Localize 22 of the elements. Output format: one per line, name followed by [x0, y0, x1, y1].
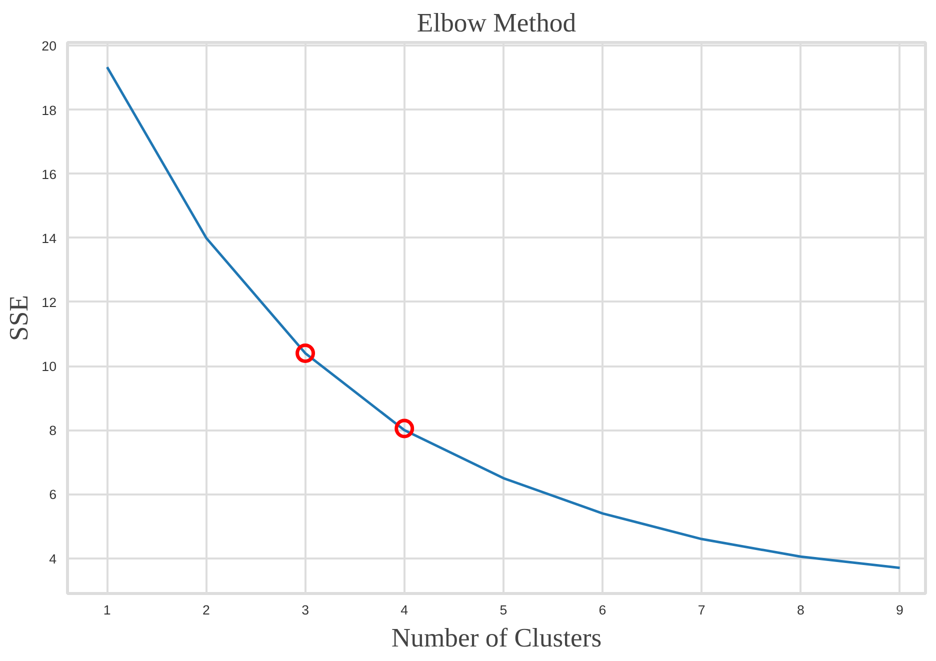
x-tick-label: 8: [796, 602, 804, 618]
x-tick-label: 5: [500, 602, 508, 618]
x-tick-label: 6: [598, 602, 606, 618]
y-tick-label: 12: [42, 294, 57, 310]
y-tick-label: 6: [49, 487, 57, 502]
x-tick-label: 2: [202, 602, 210, 618]
x-tick-label: 7: [698, 602, 706, 618]
x-tick-label: 9: [896, 602, 904, 618]
chart-title: Elbow Method: [416, 8, 576, 38]
y-tick-label: 10: [42, 359, 57, 374]
y-tick-label: 8: [49, 423, 57, 438]
line-series: [106, 66, 901, 570]
y-tick-label: 18: [42, 102, 57, 118]
y-tick-label: 16: [42, 166, 57, 182]
x-tick-label: 1: [103, 602, 111, 618]
y-tick-label: 20: [42, 38, 57, 54]
y-tick-label: 4: [49, 551, 58, 566]
x-axis-title: Number of Clusters: [391, 622, 602, 652]
y-tick-label: 14: [42, 230, 58, 246]
x-tick-label: 4: [400, 602, 409, 618]
y-axis-title: SSE: [4, 295, 34, 341]
x-tick-label: 3: [302, 602, 309, 618]
